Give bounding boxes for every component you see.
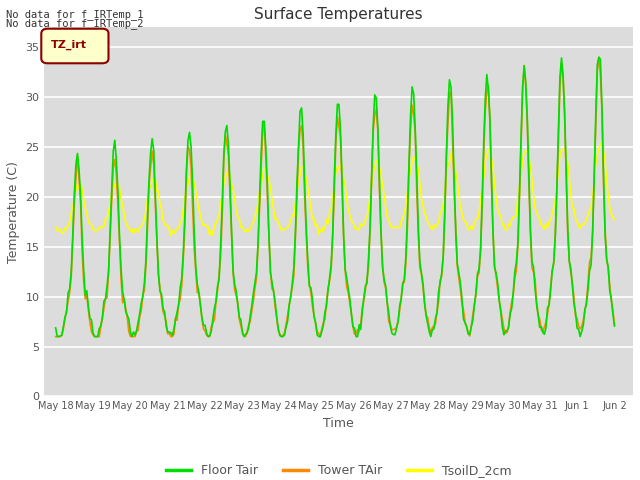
- Y-axis label: Temperature (C): Temperature (C): [7, 161, 20, 263]
- Text: TZ_irt: TZ_irt: [51, 40, 87, 50]
- X-axis label: Time: Time: [323, 417, 354, 430]
- Title: Surface Temperatures: Surface Temperatures: [255, 7, 423, 22]
- Legend: Floor Tair, Tower TAir, TsoilD_2cm: Floor Tair, Tower TAir, TsoilD_2cm: [161, 459, 516, 480]
- Text: No data for f_IRTemp_2: No data for f_IRTemp_2: [6, 18, 144, 29]
- Text: No data for f_IRTemp_1: No data for f_IRTemp_1: [6, 9, 144, 20]
